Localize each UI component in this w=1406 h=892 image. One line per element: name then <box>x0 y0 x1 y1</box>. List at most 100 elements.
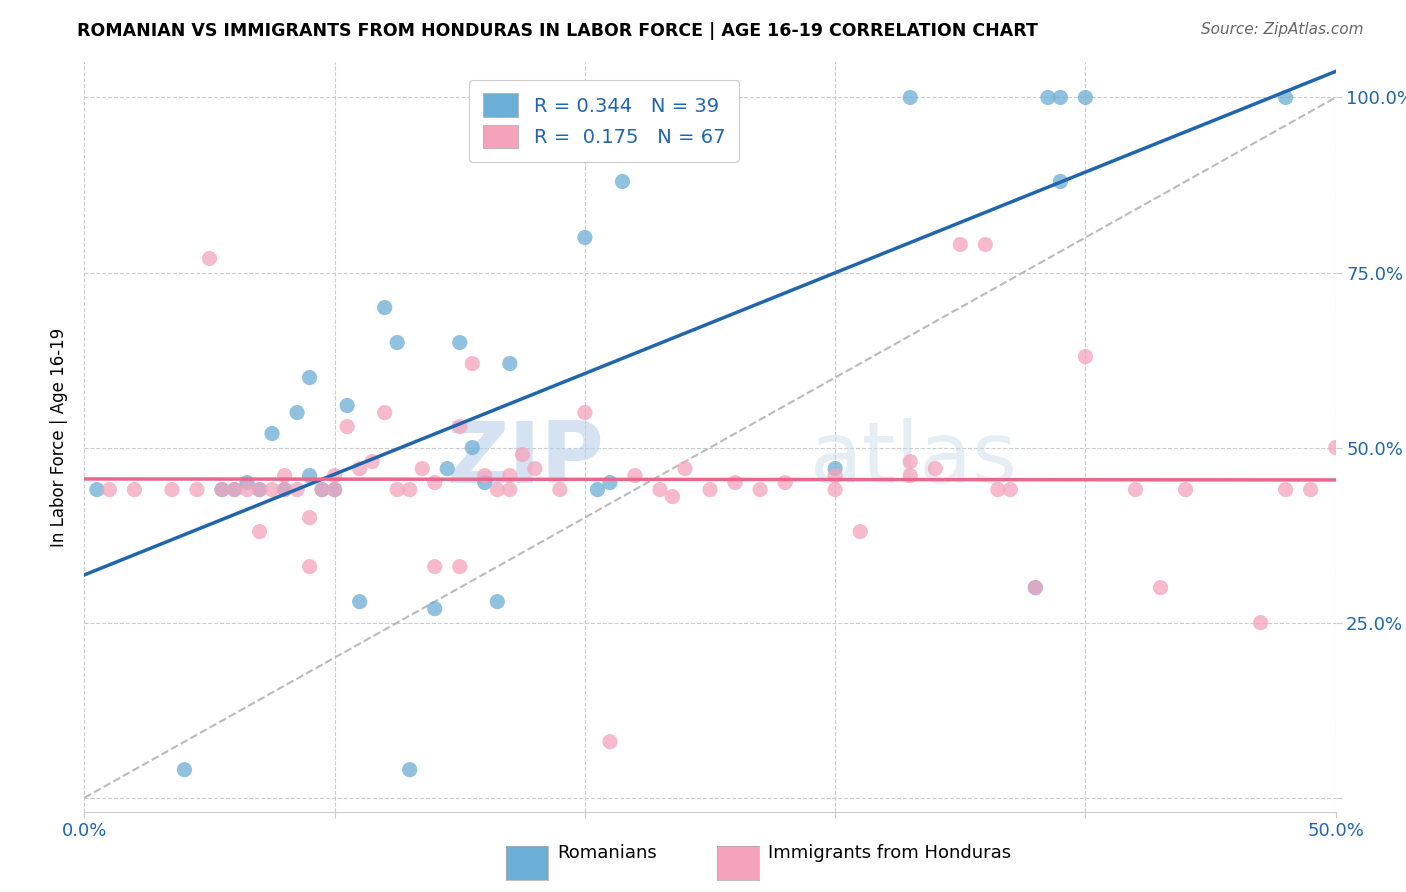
Text: ROMANIAN VS IMMIGRANTS FROM HONDURAS IN LABOR FORCE | AGE 16-19 CORRELATION CHAR: ROMANIAN VS IMMIGRANTS FROM HONDURAS IN … <box>77 22 1038 40</box>
Point <box>499 357 522 371</box>
Point <box>1149 581 1171 595</box>
Point <box>398 483 420 497</box>
Point <box>249 483 271 497</box>
Point <box>499 483 522 497</box>
Point <box>311 483 333 497</box>
Point <box>1174 483 1197 497</box>
Point <box>1000 483 1022 497</box>
Point <box>98 483 121 497</box>
Point <box>987 483 1010 497</box>
Text: Immigrants from Honduras: Immigrants from Honduras <box>768 844 1011 862</box>
Point <box>124 483 146 497</box>
Point <box>449 419 471 434</box>
Point <box>1250 615 1272 630</box>
Point <box>673 461 696 475</box>
Point <box>1274 483 1296 497</box>
Point <box>648 483 671 497</box>
Text: ZIP: ZIP <box>446 418 603 501</box>
Point <box>898 90 921 104</box>
Y-axis label: In Labor Force | Age 16-19: In Labor Force | Age 16-19 <box>49 327 67 547</box>
Point <box>285 483 308 497</box>
Point <box>186 483 208 497</box>
Point <box>1299 483 1322 497</box>
Point <box>349 461 371 475</box>
Point <box>211 483 233 497</box>
Point <box>486 594 509 608</box>
Point <box>1074 350 1097 364</box>
Point <box>461 357 484 371</box>
Text: Source: ZipAtlas.com: Source: ZipAtlas.com <box>1201 22 1364 37</box>
Point <box>1074 90 1097 104</box>
Point <box>298 468 321 483</box>
Point <box>211 483 233 497</box>
Point <box>724 475 747 490</box>
Point <box>486 483 509 497</box>
Point <box>849 524 872 539</box>
Point <box>249 524 271 539</box>
Point <box>285 406 308 420</box>
Point <box>624 468 647 483</box>
Point <box>924 461 946 475</box>
Point <box>898 468 921 483</box>
Point <box>1324 441 1347 455</box>
Point <box>173 763 195 777</box>
Point <box>385 483 409 497</box>
Point <box>523 461 546 475</box>
Point <box>1036 90 1059 104</box>
Point <box>262 426 284 441</box>
Point <box>361 454 384 468</box>
Point <box>298 510 321 524</box>
Point <box>1024 581 1046 595</box>
Point <box>236 483 259 497</box>
Point <box>298 559 321 574</box>
Point <box>824 461 846 475</box>
Point <box>499 468 522 483</box>
Point <box>574 406 596 420</box>
Point <box>474 475 496 490</box>
Point <box>824 483 846 497</box>
Text: atlas: atlas <box>810 418 1018 501</box>
Point <box>249 483 271 497</box>
Point <box>160 483 183 497</box>
Point <box>612 174 634 188</box>
Point <box>548 483 571 497</box>
Point <box>773 475 796 490</box>
Point <box>423 475 446 490</box>
Point <box>461 441 484 455</box>
Point <box>599 734 621 748</box>
Point <box>749 483 772 497</box>
Point <box>423 559 446 574</box>
Point <box>898 454 921 468</box>
Point <box>323 483 346 497</box>
Point <box>624 90 647 104</box>
Point <box>262 483 284 497</box>
Point <box>661 490 683 504</box>
Point <box>699 483 721 497</box>
Point <box>423 601 446 615</box>
Point <box>1049 174 1071 188</box>
Point <box>411 461 433 475</box>
Point <box>374 301 396 315</box>
Point <box>586 483 609 497</box>
Point <box>574 230 596 244</box>
Point <box>1024 581 1046 595</box>
Legend: R = 0.344   N = 39, R =  0.175   N = 67: R = 0.344 N = 39, R = 0.175 N = 67 <box>470 79 738 162</box>
Point <box>236 475 259 490</box>
Point <box>1274 90 1296 104</box>
Point <box>1125 483 1147 497</box>
Point <box>449 335 471 350</box>
Text: Romanians: Romanians <box>557 844 657 862</box>
Point <box>86 483 108 497</box>
Point <box>198 252 221 266</box>
Point <box>224 483 246 497</box>
Point <box>398 763 420 777</box>
Point <box>974 237 997 252</box>
Point <box>298 370 321 384</box>
Point <box>273 468 295 483</box>
Point <box>436 461 458 475</box>
Point <box>385 335 409 350</box>
Point <box>449 559 471 574</box>
Point <box>323 483 346 497</box>
Point <box>374 406 396 420</box>
Point <box>273 483 295 497</box>
